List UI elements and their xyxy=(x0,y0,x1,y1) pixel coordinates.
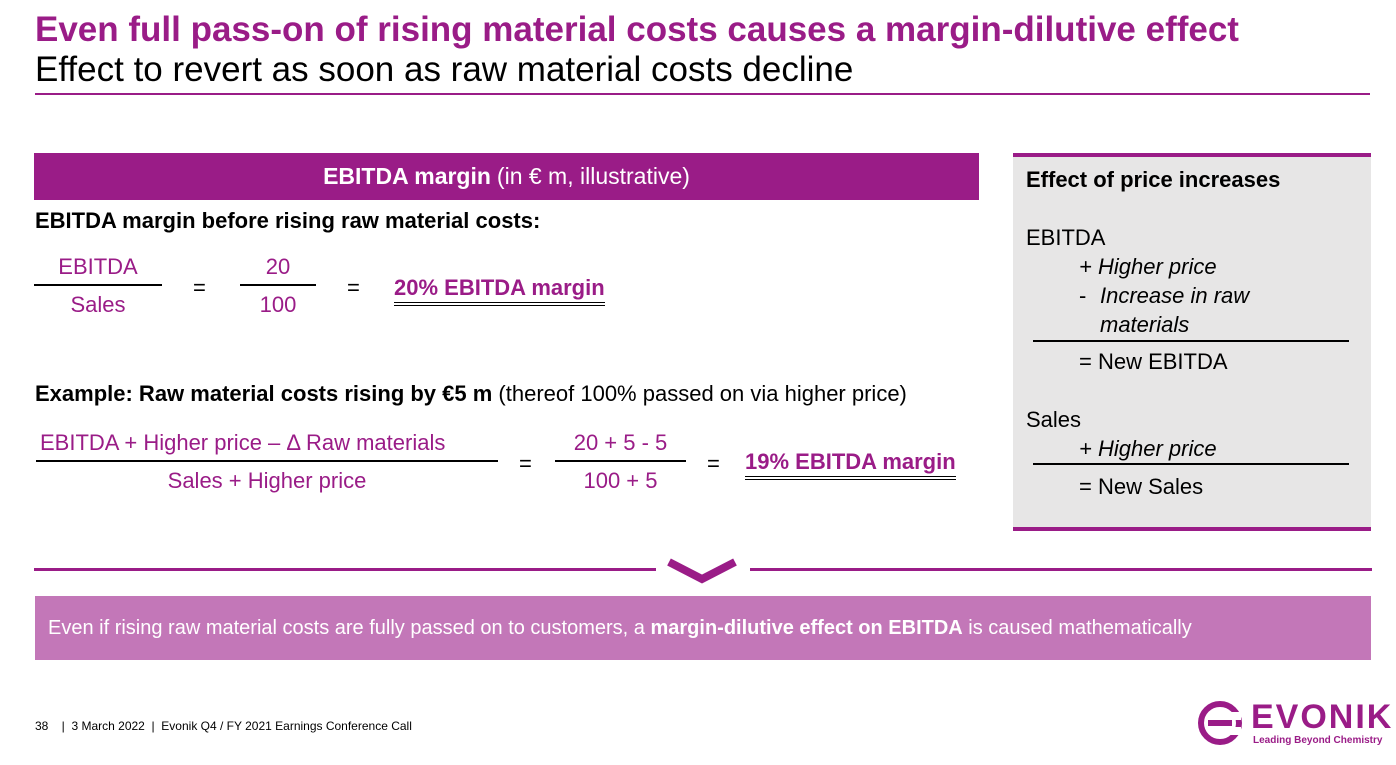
evonik-emblem-icon xyxy=(1198,701,1242,745)
sidebox-ebitda-minus-line2: materials xyxy=(1100,312,1190,337)
example-result: 19% EBITDA margin xyxy=(745,449,956,480)
example-denominator-label: Sales + Higher price xyxy=(167,467,367,493)
before-numerator-value: 20 xyxy=(265,254,291,279)
conclusion-banner: Even if rising raw material costs are fu… xyxy=(35,596,1371,660)
sidebox-ebitda-result: = New EBITDA xyxy=(1079,349,1228,374)
example-heading-bold: Example: Raw material costs rising by €5… xyxy=(35,381,493,406)
sidebox-title: Effect of price increases xyxy=(1026,167,1281,192)
sidebox-ebitda-plus: + Higher price xyxy=(1079,254,1217,279)
sidebox-sales-rule xyxy=(1033,463,1349,465)
sidebox-ebitda-rule xyxy=(1033,340,1349,342)
sidebox-ebitda-minus-sign: - xyxy=(1079,283,1087,308)
sidebox-ebitda-minus-line1: Increase in raw xyxy=(1100,283,1250,308)
title-divider xyxy=(35,93,1370,95)
divider-right xyxy=(750,568,1372,571)
example-heading: Example: Raw material costs rising by €5… xyxy=(35,381,907,407)
logo-tagline: Leading Beyond Chemistry xyxy=(1253,735,1383,746)
before-value-fraction: 20 100 xyxy=(240,254,316,318)
panel-header-rest: (in € m, illustrative) xyxy=(496,163,690,189)
conclusion-text: Even if rising raw material costs are fu… xyxy=(48,616,1192,639)
example-numerator-value: 20 + 5 - 5 xyxy=(573,430,668,455)
slide-title: Even full pass-on of rising material cos… xyxy=(35,10,1239,49)
before-numerator-label: EBITDA xyxy=(58,254,138,279)
logo-wordmark: EVONIK xyxy=(1251,698,1394,736)
before-result: 20% EBITDA margin xyxy=(394,275,605,306)
before-equals-1: = xyxy=(193,275,206,300)
divider-left xyxy=(34,568,656,571)
sidebox-sales-result: = New Sales xyxy=(1079,474,1204,499)
sidebox-sales-label: Sales xyxy=(1026,407,1082,432)
example-equals-2: = xyxy=(707,451,720,476)
example-denominator-value: 100 + 5 xyxy=(583,467,658,493)
sidebox-ebitda-label: EBITDA xyxy=(1026,225,1106,250)
slide-subtitle: Effect to revert as soon as raw material… xyxy=(35,50,854,89)
before-equals-2: = xyxy=(347,275,360,300)
price-effect-box: Effect of price increases EBITDA + Highe… xyxy=(1013,153,1371,531)
footer-text: 38 | 3 March 2022 | Evonik Q4 / FY 2021 … xyxy=(35,719,412,733)
sidebox-sales-plus: + Higher price xyxy=(1079,436,1217,461)
before-heading: EBITDA margin before rising raw material… xyxy=(35,208,541,233)
example-value-fraction: 20 + 5 - 5 100 + 5 xyxy=(555,430,686,494)
conclusion-bold: margin-dilutive effect on EBITDA xyxy=(650,616,963,639)
example-equals-1: = xyxy=(519,451,532,476)
fraction-bar xyxy=(36,460,498,462)
panel-header-bold: EBITDA margin xyxy=(323,163,491,189)
fraction-bar xyxy=(555,460,686,462)
chevron-down-icon xyxy=(667,558,737,584)
panel-header: EBITDA margin (in € m, illustrative) xyxy=(34,153,979,200)
before-denominator-label: Sales xyxy=(70,291,126,317)
fraction-bar xyxy=(34,284,162,286)
fraction-bar xyxy=(240,284,316,286)
example-label-fraction: EBITDA + Higher price – Δ Raw materials … xyxy=(36,430,498,494)
example-heading-rest: (thereof 100% passed on via higher price… xyxy=(498,381,907,406)
example-numerator-label: EBITDA + Higher price – Δ Raw materials xyxy=(40,430,446,455)
before-denominator-value: 100 xyxy=(259,291,297,317)
before-label-fraction: EBITDA Sales xyxy=(34,254,162,318)
